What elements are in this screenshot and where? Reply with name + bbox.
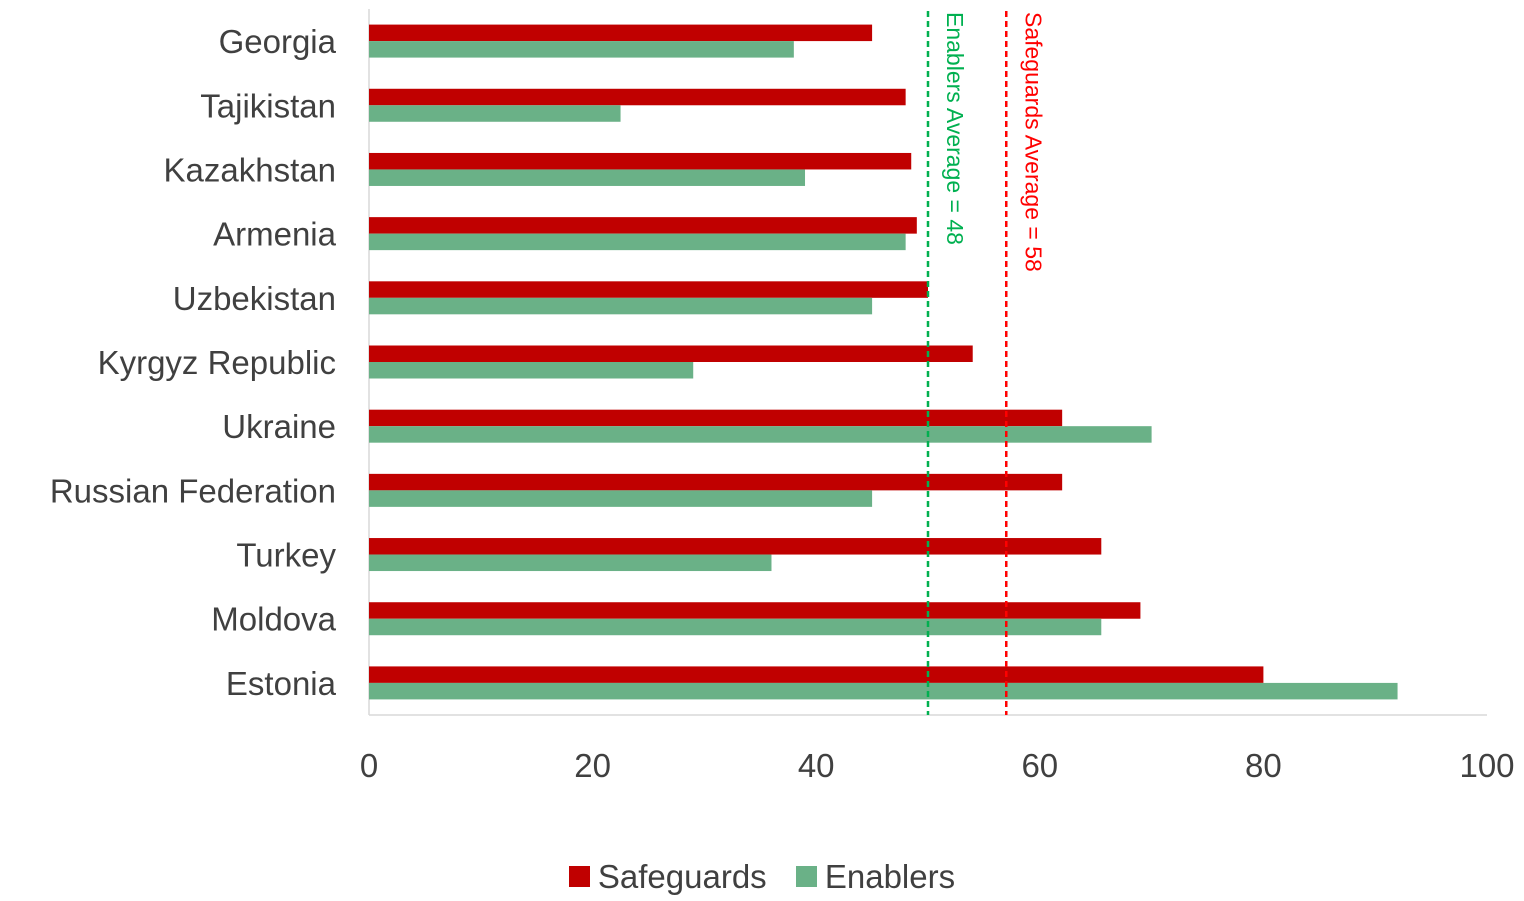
category-label-moldova: Moldova <box>211 601 336 638</box>
x-tick-20: 20 <box>574 747 611 784</box>
legend-label-enablers: Enablers <box>824 858 956 895</box>
legend-swatch-enablers <box>795 866 817 887</box>
x-tick-40: 40 <box>798 747 835 784</box>
bar-safeguards-kazakhstan <box>369 152 912 170</box>
reference-lines: Enablers Average = 48 Safeguards Average … <box>926 11 1046 715</box>
bar-safeguards-uzbekistan <box>369 281 928 298</box>
bar-enablers-ukraine <box>369 426 1152 443</box>
bar-safeguards-turkey <box>369 538 1102 555</box>
legend-swatch-safeguards <box>568 866 590 887</box>
category-label-georgia: Georgia <box>219 23 337 60</box>
bar-enablers-russian-federation <box>369 490 873 507</box>
bar-safeguards-tajikistan <box>369 88 906 106</box>
category-labels: Georgia Tajikistan Kazakhstan Armenia Uzbeki… <box>50 23 337 702</box>
bar-enablers-estonia <box>369 682 1398 700</box>
category-label-estonia: Estonia <box>226 665 337 702</box>
category-label-ukraine: Ukraine <box>222 408 336 445</box>
bar-enablers-turkey <box>369 554 772 572</box>
bar-safeguards-moldova <box>369 602 1141 619</box>
legend-item-enablers: Enablers <box>795 858 956 896</box>
bar-safeguards-kyrgyz-republic <box>369 345 973 362</box>
bar-enablers-uzbekistan <box>369 297 873 315</box>
bar-safeguards-russian-federation <box>369 473 1063 491</box>
category-label-uzbekistan: Uzbekistan <box>173 280 336 317</box>
bar-enablers-tajikistan <box>369 105 621 122</box>
bar-safeguards-ukraine <box>369 409 1063 427</box>
category-label-russian-federation: Russian Federation <box>50 472 336 509</box>
category-label-turkey: Turkey <box>236 537 336 574</box>
category-label-kyrgyz-republic: Kyrgyz Republic <box>98 344 336 381</box>
x-tick-0: 0 <box>360 747 378 784</box>
bar-enablers-moldova <box>369 618 1102 636</box>
category-label-kazakhstan: Kazakhstan <box>164 151 336 188</box>
x-tick-60: 60 <box>1021 747 1058 784</box>
x-tick-labels: 0 20 40 60 80 100 <box>360 747 1515 784</box>
bar-safeguards-estonia <box>369 666 1264 683</box>
chart-bars <box>369 24 1398 700</box>
legend-label-safeguards: Safeguards <box>597 858 767 895</box>
bar-enablers-armenia <box>369 233 906 251</box>
bar-chart: Enablers Average = 48 Safeguards Average … <box>50 9 1515 784</box>
x-tick-80: 80 <box>1245 747 1282 784</box>
bar-safeguards-georgia <box>369 24 873 42</box>
chart-legend: Safeguards Enablers <box>0 858 1524 896</box>
reference-label-safeguards: Safeguards Average = 58 <box>1020 12 1046 272</box>
bar-enablers-kazakhstan <box>369 169 806 186</box>
category-label-tajikistan: Tajikistan <box>200 87 336 124</box>
bar-enablers-georgia <box>369 41 794 58</box>
x-tick-100: 100 <box>1459 747 1514 784</box>
legend-item-safeguards: Safeguards <box>568 858 767 896</box>
category-label-armenia: Armenia <box>213 216 337 253</box>
bar-enablers-kyrgyz-republic <box>369 362 694 379</box>
reference-label-enablers: Enablers Average = 48 <box>942 12 968 245</box>
bar-safeguards-armenia <box>369 217 917 234</box>
